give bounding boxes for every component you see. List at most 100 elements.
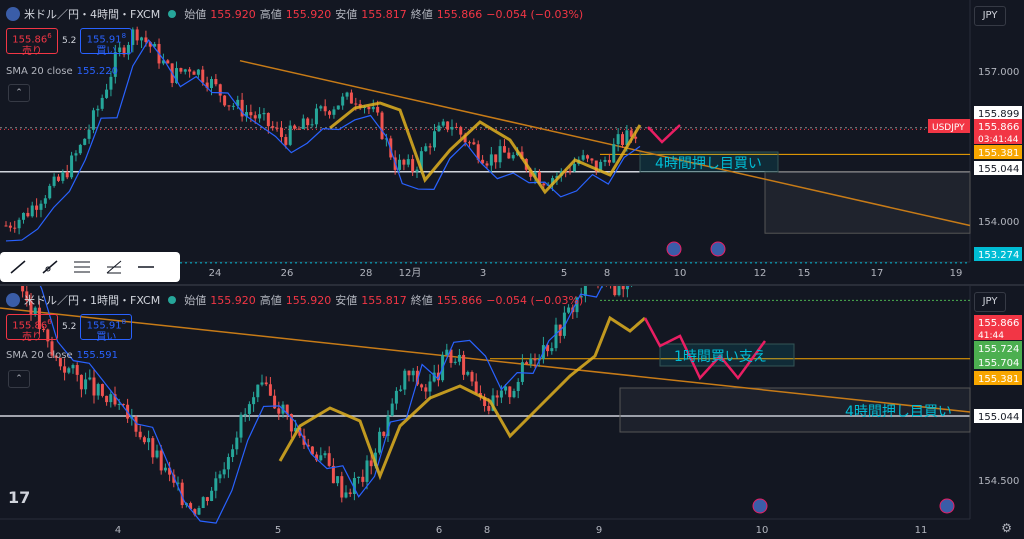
time-axis-label: 4 <box>115 525 121 536</box>
candle-body <box>105 89 109 98</box>
candle-body <box>345 92 349 97</box>
candle-body <box>481 159 485 164</box>
candle-body <box>594 160 598 172</box>
candle-body <box>314 108 318 125</box>
time-axis-label: 5 <box>275 525 281 536</box>
candle-body <box>21 286 25 292</box>
parallel-channel-icon[interactable] <box>72 258 92 276</box>
candle-body <box>590 158 594 161</box>
open-label: 始値 <box>184 294 207 307</box>
candle-body <box>30 205 34 217</box>
candle-body <box>542 183 546 186</box>
candle-body <box>327 453 331 466</box>
open-label: 始値 <box>184 8 207 21</box>
collapse-legend-button[interactable]: ⌃ <box>8 84 30 102</box>
candle-body <box>148 42 152 47</box>
sell-button[interactable]: 155.866 売り <box>6 28 58 57</box>
buy-button[interactable]: 155.918 買い <box>80 28 133 57</box>
trend-line <box>0 307 971 413</box>
candle-body <box>46 329 50 342</box>
chart-pane-1h[interactable]: 1時間買い支え 4時間押し目買い 4 5 6 8 9 10 11 155.866 41:44 155.… <box>0 286 1024 539</box>
candle-body <box>390 403 394 416</box>
price-tag-text: 155.899 <box>978 109 1019 120</box>
candle-body <box>625 130 629 145</box>
candle-body <box>166 60 170 64</box>
candle-body <box>581 155 585 160</box>
candle-body <box>88 377 92 380</box>
candle-body <box>453 361 457 363</box>
countdown-text: 03:41:44 <box>978 135 1019 145</box>
settings-icon[interactable]: ⚙ <box>1001 521 1012 535</box>
candle-body <box>467 142 471 144</box>
sma-legend[interactable]: SMA 20 close 155.220 <box>6 66 119 77</box>
buy-button[interactable]: 155.918 買い <box>80 314 133 343</box>
time-axis-label: 11 <box>915 525 928 536</box>
symbol-title[interactable]: 米ドル／円・4時間・FXCM <box>24 8 161 21</box>
candle-body <box>336 476 340 484</box>
price-tag <box>974 145 1022 159</box>
change-value: −0.054 (−0.03%) <box>486 7 584 21</box>
candle-body <box>122 47 126 55</box>
candle-body <box>293 125 297 129</box>
candle-body <box>424 146 428 152</box>
candle-body <box>189 503 193 510</box>
candle-body <box>226 457 230 470</box>
symbol-title-1h[interactable]: 米ドル／円・1時間・FXCM <box>24 294 161 307</box>
candle-body <box>616 134 620 145</box>
candle-body <box>579 295 583 298</box>
candle-body <box>511 155 515 159</box>
candle-body <box>583 286 587 296</box>
candle-body <box>138 431 142 438</box>
candle-body <box>239 414 243 438</box>
ray-tool-icon[interactable] <box>40 258 60 276</box>
candle-body <box>297 128 301 130</box>
candle-body <box>445 349 449 356</box>
currency-button-1h[interactable]: JPY <box>974 292 1006 312</box>
candle-body <box>37 307 41 330</box>
fib-tool-icon[interactable] <box>104 258 124 276</box>
candle-body <box>70 155 74 178</box>
sma-legend-1h[interactable]: SMA 20 close 155.591 <box>6 350 119 361</box>
candle-body <box>84 379 88 390</box>
candle-body <box>504 386 508 391</box>
chart-pane-4h[interactable]: 4時間押し目買い 24 26 28 12月 3 5 8 10 12 15 17 19 157.000 155… <box>0 0 1024 284</box>
candle-body <box>243 413 247 415</box>
currency-button[interactable]: JPY <box>974 6 1006 26</box>
high-label: 高値 <box>259 8 282 21</box>
candle-body <box>407 370 411 376</box>
pane-separator[interactable] <box>0 284 1024 286</box>
candle-body <box>494 154 498 163</box>
candle-body <box>446 121 450 130</box>
collapse-legend-button[interactable]: ⌃ <box>8 370 30 388</box>
candle-body <box>235 437 239 450</box>
candle-body <box>586 155 590 159</box>
spread-value: 5.2 <box>62 36 77 46</box>
candle-body <box>331 465 335 484</box>
horizontal-line-icon[interactable] <box>136 258 156 276</box>
candle-body <box>629 130 633 137</box>
high-value: 155.920 <box>285 293 332 307</box>
price-chart-4h[interactable]: 4時間押し目買い 24 26 28 12月 3 5 8 10 12 15 17 19 157.000 155… <box>0 0 1024 284</box>
price-tag <box>974 161 1022 175</box>
price-tag-text: 155.704 <box>978 358 1019 369</box>
time-axis-label: 12 <box>754 268 767 279</box>
candle-body <box>135 29 139 41</box>
candle-body <box>218 474 222 479</box>
time-axis-label: 19 <box>950 268 963 279</box>
candle-body <box>437 125 441 132</box>
time-axis-label: 5 <box>561 268 567 279</box>
candle-body <box>13 227 17 229</box>
candle-body <box>231 105 235 107</box>
candle-body <box>147 438 151 443</box>
candle-body <box>406 159 410 165</box>
sell-button[interactable]: 155.866 売り <box>6 314 58 343</box>
price-tag-text: 155.724 <box>978 344 1019 355</box>
candle-body <box>572 163 576 172</box>
low-label: 安値 <box>335 294 358 307</box>
candle-body <box>43 198 47 204</box>
candle-body <box>306 444 310 447</box>
price-tag-text: 155.044 <box>978 412 1019 423</box>
trendline-tool-icon[interactable] <box>8 258 28 276</box>
price-axis-label: 157.000 <box>978 67 1019 78</box>
price-chart-1h[interactable]: 1時間買い支え 4時間押し目買い 4 5 6 8 9 10 11 155.866 41:44 155.… <box>0 286 1024 539</box>
